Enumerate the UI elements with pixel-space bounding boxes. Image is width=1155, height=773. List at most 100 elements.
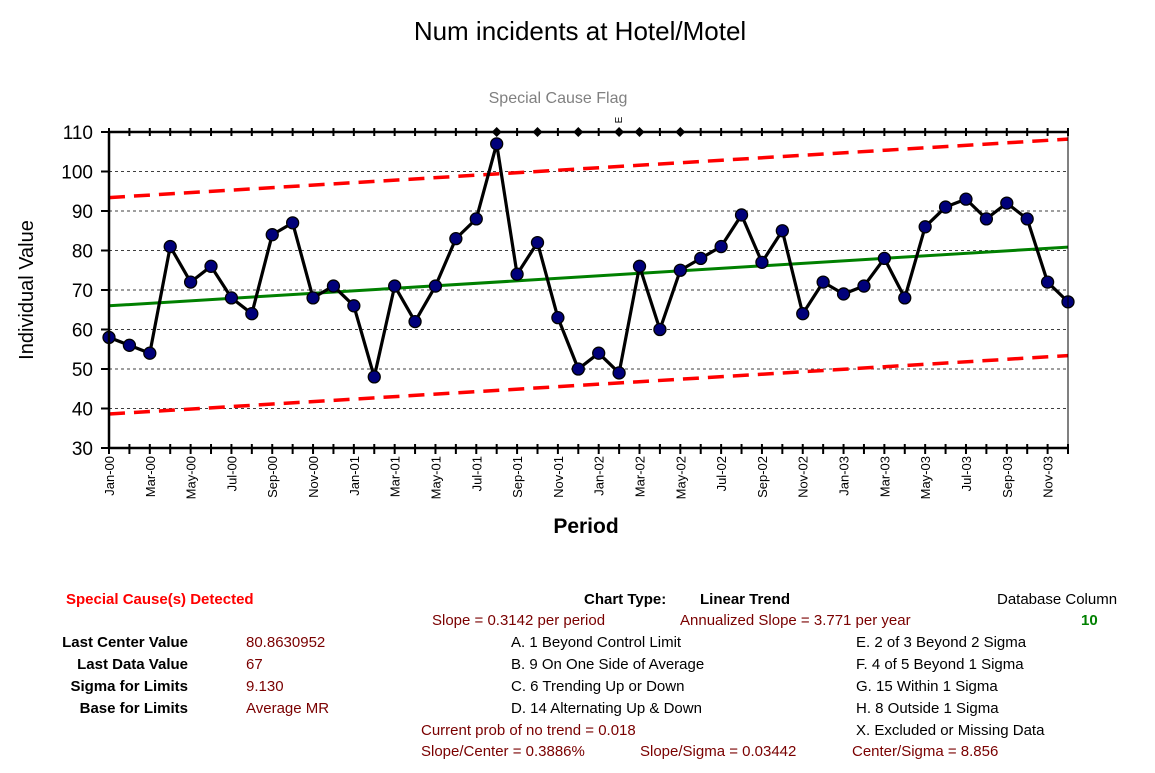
data-point-Feb-00 [122, 338, 137, 352]
chart-type-value: Linear Trend [700, 591, 791, 608]
rule-h: H. 8 Outside 1 Sigma [856, 700, 999, 717]
data-point-Feb-02 [612, 366, 626, 380]
special-cause-detected: Special Cause(s) Detected [66, 591, 254, 608]
data-point-Oct-00 [285, 216, 300, 230]
data-point-Oct-03 [1020, 212, 1034, 226]
x-tick-label: Mar-03 [877, 456, 892, 497]
data-point-Aug-00 [245, 307, 259, 321]
data-point-Apr-00 [163, 239, 177, 254]
control-limits [108, 137, 1069, 416]
data-point-Sep-00 [265, 228, 279, 242]
data-point-Apr-01 [408, 314, 422, 329]
data-point-Dec-00 [326, 279, 341, 293]
axes: 30 40 50 60 70 80 90 100 110 Jan-00 Mar-00 May-00 Ju… [61, 123, 1069, 499]
x-tick-label: Jul-01 [469, 456, 484, 491]
data-point-Jul-01 [469, 212, 483, 226]
data-point-Dec-02 [816, 275, 830, 289]
data-series [102, 137, 1075, 384]
data-point-Aug-03 [979, 212, 994, 226]
x-tick-label: Jul-00 [224, 456, 239, 491]
x-tick-label: Sep-01 [510, 456, 525, 498]
data-point-Jun-01 [449, 231, 463, 246]
stat-label-last-center: Last Center Value [62, 634, 188, 651]
data-point-Dec-01 [571, 362, 585, 376]
x-tick-label: Jul-03 [959, 456, 974, 491]
x-tick-label: Jan-03 [837, 456, 852, 496]
x-tick-label: Jul-02 [714, 456, 729, 491]
chart-type-label: Chart Type: [584, 591, 667, 608]
rule-b: B. 9 On One Side of Average [511, 656, 705, 673]
annualized-slope-text: Annualized Slope = 3.771 per year [680, 612, 911, 629]
flag-marker-Dec-01 [573, 127, 584, 137]
x-tick-label: Sep-00 [265, 456, 280, 498]
flag-marker-Aug-01 [491, 127, 502, 137]
data-point-Aug-01 [490, 137, 504, 151]
y-tick-label: 40 [72, 400, 93, 421]
stat-label-last-data: Last Data Value [77, 656, 188, 673]
data-point-Jun-03 [938, 200, 953, 214]
x-tick-label: Mar-01 [388, 456, 403, 497]
x-tick-label: Jan-00 [102, 456, 117, 496]
y-tick-label: 70 [72, 281, 93, 302]
x-tick-label: Jan-01 [347, 456, 362, 496]
x-tick-label: Sep-02 [755, 456, 770, 498]
stat-label-base: Base for Limits [79, 700, 188, 717]
data-point-Apr-03 [898, 291, 912, 305]
lower-control-limit [108, 353, 1069, 416]
slope-text: Slope = 0.3142 per period [432, 612, 606, 629]
data-point-May-03 [918, 220, 932, 234]
data-point-Nov-00 [306, 291, 320, 305]
data-point-May-01 [428, 279, 443, 293]
stat-label-sigma: Sigma for Limits [70, 678, 188, 695]
data-point-Apr-02 [653, 322, 667, 337]
data-point-Sep-02 [755, 255, 769, 270]
x-tick-label: May-00 [184, 456, 199, 499]
x-tick-label: Nov-00 [306, 456, 321, 498]
x-tick-label: May-02 [673, 456, 688, 499]
x-tick-label: Mar-02 [633, 456, 648, 497]
data-point-Oct-02 [775, 224, 789, 238]
data-point-Jul-03 [959, 192, 973, 206]
rule-c: C. 6 Trending Up or Down [511, 678, 685, 695]
x-tick-label: May-01 [428, 456, 443, 499]
chart-title: Num incidents at Hotel/Motel [414, 16, 746, 46]
data-point-Mar-03 [877, 251, 892, 266]
data-point-Aug-02 [734, 208, 749, 222]
control-chart: Num incidents at Hotel/Motel Special Cau… [16, 16, 1075, 538]
flag-marker-May-02 [675, 127, 686, 137]
x-tick-label: Nov-03 [1041, 456, 1056, 498]
data-point-Sep-01 [510, 267, 524, 281]
data-point-Oct-01 [530, 235, 545, 250]
rule-f: F. 4 of 5 Beyond 1 Sigma [856, 656, 1024, 673]
data-point-May-00 [183, 275, 198, 289]
data-point-Feb-03 [857, 279, 871, 293]
data-point-Jun-00 [204, 259, 218, 273]
y-tick-label: 90 [72, 202, 93, 223]
series-line [108, 142, 1070, 379]
data-point-Nov-02 [796, 307, 810, 321]
flag-label-Feb-02: E [614, 116, 625, 123]
x-axis-label: Period [553, 515, 618, 538]
data-point-Sep-03 [1000, 196, 1014, 210]
center-line [108, 245, 1069, 308]
flag-marker-Feb-02 [614, 127, 625, 137]
flag-marker-Mar-02 [634, 127, 645, 137]
special-cause-flags: E [491, 116, 686, 137]
slope-center: Slope/Center = 0.3886% [421, 743, 585, 760]
data-point-Feb-01 [367, 370, 381, 384]
data-point-May-02 [673, 263, 687, 277]
data-point-Mar-01 [388, 279, 402, 293]
data-point-Mar-02 [632, 259, 647, 273]
y-tick-label: 100 [61, 163, 93, 184]
stat-value-last-center: 80.8630952 [246, 634, 326, 651]
x-tick-label: Nov-02 [796, 456, 811, 498]
y-tick-label: 30 [72, 439, 93, 460]
stat-value-last-data: 67 [246, 656, 263, 673]
x-tick-label: Mar-00 [143, 456, 158, 497]
data-point-Jun-02 [694, 251, 708, 266]
data-point-Jul-00 [224, 291, 239, 305]
center-sigma: Center/Sigma = 8.856 [852, 743, 999, 760]
slope-sigma: Slope/Sigma = 0.03442 [640, 743, 797, 760]
stat-value-base: Average MR [246, 700, 330, 717]
flag-marker-Oct-01 [532, 127, 543, 137]
